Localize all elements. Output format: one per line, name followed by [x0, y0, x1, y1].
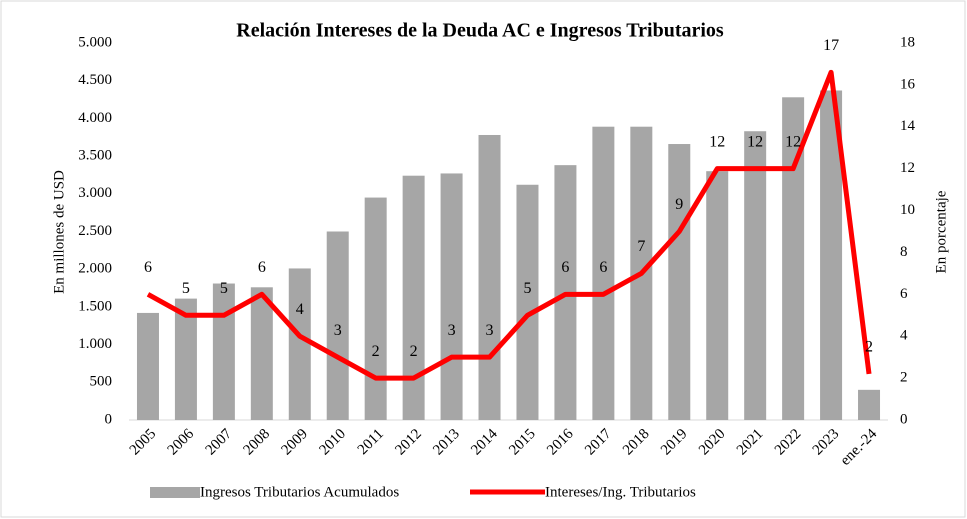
y-tick-label: 2.000: [78, 261, 112, 277]
data-label: 17: [823, 37, 839, 54]
y-tick-label: 0: [105, 411, 113, 427]
data-label: 3: [486, 322, 494, 339]
bar: [326, 231, 349, 420]
data-label: 3: [448, 322, 456, 339]
legend-swatch: [150, 487, 200, 498]
bar: [820, 90, 843, 420]
y2-tick-label: 2: [900, 370, 908, 386]
y-tick-label: 1.000: [78, 336, 112, 352]
data-label: 6: [561, 259, 569, 276]
bar: [136, 312, 159, 420]
y2-tick-label: 8: [900, 244, 908, 260]
data-label: 5: [523, 280, 531, 297]
bar: [402, 175, 425, 420]
bar: [744, 131, 767, 420]
bar: [364, 197, 387, 420]
data-label: 6: [599, 259, 607, 276]
data-label: 12: [709, 133, 725, 150]
y-tick-label: 3.500: [78, 148, 112, 164]
bar: [174, 298, 197, 420]
data-label: 2: [865, 339, 873, 356]
y2-tick-label: 16: [900, 76, 916, 92]
data-label: 12: [747, 133, 763, 150]
data-label: 4: [296, 301, 304, 318]
y2-tick-label: 18: [900, 34, 915, 50]
data-label: 9: [675, 196, 683, 213]
chart-title: Relación Intereses de la Deuda AC e Ingr…: [236, 20, 724, 42]
y-tick-label: 500: [90, 374, 113, 390]
y2-tick-label: 4: [900, 328, 908, 344]
line: [146, 69, 872, 381]
y-tick-label: 5.000: [78, 34, 112, 50]
y-tick-label: 3.000: [78, 185, 112, 201]
legend-label: Ingresos Tributarios Acumulados: [200, 484, 399, 500]
data-label: 2: [372, 343, 380, 360]
bar: [668, 144, 691, 420]
bar: [782, 97, 805, 421]
bar: [858, 389, 881, 420]
y-axis-label: En millones de USD: [51, 170, 67, 294]
data-label: 5: [182, 280, 190, 297]
bar: [212, 283, 235, 420]
data-label: 6: [144, 259, 152, 276]
y2-tick-label: 10: [900, 202, 915, 218]
y-tick-label: 1.500: [78, 298, 112, 314]
bar: [516, 184, 539, 420]
data-label: 5: [220, 280, 228, 297]
bar: [440, 173, 463, 420]
data-label: 7: [637, 238, 645, 255]
y2-tick-label: 6: [900, 286, 908, 302]
bar: [288, 268, 311, 420]
y2-tick-label: 0: [900, 411, 908, 427]
bar: [706, 171, 729, 420]
bar: [250, 287, 273, 420]
data-label: 6: [258, 259, 266, 276]
y2-axis-label: En porcentaje: [933, 190, 949, 273]
legend-label: Intereses/Ing. Tributarios: [545, 484, 696, 500]
data-label: 3: [334, 322, 342, 339]
y2-tick-label: 14: [900, 118, 916, 134]
y-tick-label: 4.500: [78, 72, 112, 88]
y2-tick-label: 12: [900, 160, 915, 176]
data-label: 2: [410, 343, 418, 360]
bar: [592, 126, 615, 420]
y-tick-label: 4.000: [78, 110, 112, 126]
bar: [478, 134, 501, 420]
data-label: 12: [785, 133, 801, 150]
y-tick-label: 2.500: [78, 223, 112, 239]
